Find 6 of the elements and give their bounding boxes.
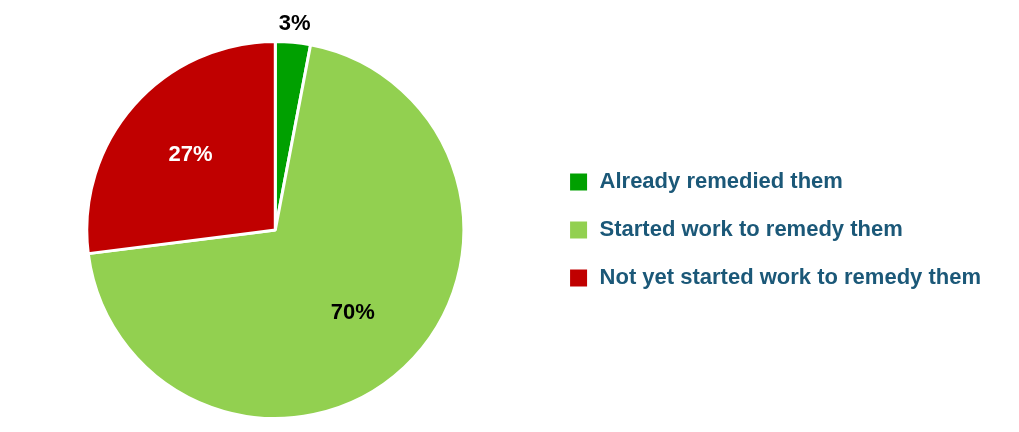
legend-label: Not yet started work to remedy them — [599, 264, 982, 290]
data-label: 27% — [168, 141, 213, 167]
data-label: 70% — [330, 298, 375, 324]
legend-label: Started work to remedy them — [599, 216, 903, 242]
legend-label: Already remedied them — [599, 168, 843, 194]
data-label: 3% — [278, 10, 311, 36]
